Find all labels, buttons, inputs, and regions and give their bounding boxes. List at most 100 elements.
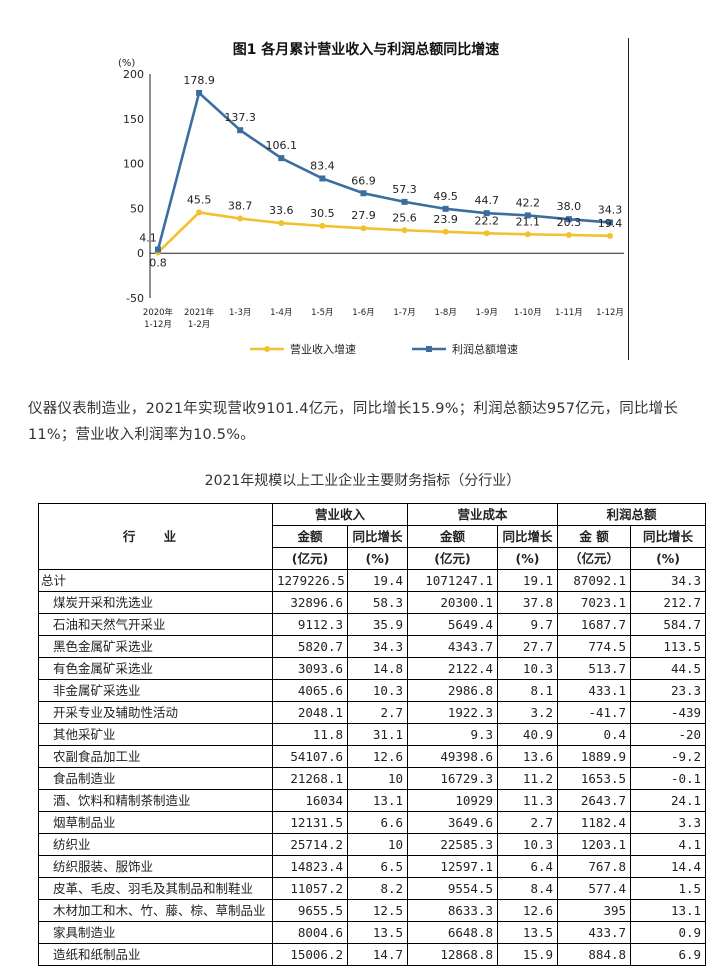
industry-cell: 纺织业 xyxy=(38,833,273,856)
value-cell: -439 xyxy=(630,701,707,724)
value-cell: 24.1 xyxy=(630,789,707,812)
value-cell: 13.1 xyxy=(630,899,707,922)
growth-chart-svg: 图1 各月累计营业收入与利润总额同比增速 (%) -50 0 50 100 150 200 20… xyxy=(118,41,624,356)
unit-header: (%) xyxy=(346,547,409,570)
table-row: 纺织业 25714.2 10 22585.3 10.3 1203.1 4.1 xyxy=(38,833,707,856)
financial-table: 行 业 营业收入 营业成本 利润总额 金额 同比增长 金额 同比增长 金 额 同… xyxy=(38,503,707,966)
value-cell: 8.4 xyxy=(497,877,559,900)
value-cell: 6.9 xyxy=(630,943,707,966)
series-line-0 xyxy=(157,211,611,254)
value-cell: 433.1 xyxy=(557,679,632,702)
data-label-profit: 42.2 xyxy=(516,196,541,209)
value-cell: 2122.4 xyxy=(407,657,499,680)
chart-title: 图1 各月累计营业收入与利润总额同比增速 xyxy=(233,41,500,58)
series-point-revenue xyxy=(565,232,572,239)
value-cell: 3649.6 xyxy=(407,811,499,834)
value-cell: 37.8 xyxy=(497,591,559,614)
unit-header: (亿元) xyxy=(272,547,348,570)
value-cell: 4343.7 xyxy=(407,635,499,658)
value-cell: 11.2 xyxy=(497,767,559,790)
industry-cell: 木材加工和木、竹、藤、棕、草制品业 xyxy=(38,899,273,922)
data-label-profit: 34.3 xyxy=(598,203,623,216)
value-cell: 7023.1 xyxy=(557,591,632,614)
value-cell: 2643.7 xyxy=(557,789,632,812)
value-cell: 8.1 xyxy=(497,679,559,702)
value-cell: 40.9 xyxy=(497,723,559,746)
x-tick-label: 1-6月 xyxy=(352,308,374,318)
series-point-profit xyxy=(524,212,531,219)
x-tick-label: 2020年 xyxy=(143,307,174,318)
series-point-profit xyxy=(565,216,572,223)
data-label-revenue: 25.6 xyxy=(392,211,417,224)
data-label-profit: 83.4 xyxy=(310,159,335,172)
table-row: 其他采矿业 11.8 31.1 9.3 40.9 0.4 -20 xyxy=(38,723,707,746)
data-label-revenue: 0.8 xyxy=(149,256,167,269)
value-cell: 14823.4 xyxy=(272,855,348,878)
value-cell: 9554.5 xyxy=(407,877,499,900)
value-cell: 9112.3 xyxy=(272,613,348,636)
value-cell: 19.1 xyxy=(497,569,559,592)
summary-paragraph: 仪器仪表制造业，2021年实现营收9101.4亿元，同比增长15.9%；利润总额… xyxy=(28,401,679,443)
industry-cell: 煤炭开采和洗选业 xyxy=(38,591,273,614)
value-cell: 513.7 xyxy=(557,657,632,680)
sub-header: 金额 xyxy=(272,525,348,548)
data-label-revenue: 20.3 xyxy=(557,216,582,229)
data-label-revenue: 38.7 xyxy=(228,200,253,213)
value-cell: 774.5 xyxy=(557,635,632,658)
value-cell: -9.2 xyxy=(630,745,707,768)
value-cell: 12868.8 xyxy=(407,943,499,966)
value-cell: 10 xyxy=(346,767,409,790)
revenue-header: 营业收入 xyxy=(271,503,409,526)
table-header-row-groups: 行 业 营业收入 营业成本 利润总额 xyxy=(38,503,707,570)
value-cell: 19.4 xyxy=(346,569,409,592)
y-tick-label: -50 xyxy=(126,292,144,305)
value-cell: 8633.3 xyxy=(407,899,499,922)
value-cell: 4065.6 xyxy=(272,679,348,702)
value-cell: 25714.2 xyxy=(272,833,348,856)
y-tick-label: 50 xyxy=(130,202,144,215)
value-cell: 2.7 xyxy=(346,701,409,724)
value-cell: 1203.1 xyxy=(557,833,632,856)
value-cell: 12131.5 xyxy=(272,811,348,834)
x-tick-label: 1-8月 xyxy=(434,308,456,318)
value-cell: 22585.3 xyxy=(407,833,499,856)
industry-header: 行 业 xyxy=(38,503,273,570)
series-point-profit xyxy=(196,89,203,96)
value-cell: 212.7 xyxy=(630,591,707,614)
industry-cell: 酒、饮料和精制茶制造业 xyxy=(38,789,273,812)
value-cell: 16034 xyxy=(272,789,348,812)
value-cell: 6.4 xyxy=(497,855,559,878)
industry-cell: 烟草制品业 xyxy=(38,811,273,834)
x-tick-label: 1-11月 xyxy=(555,308,583,318)
value-cell: 12.6 xyxy=(497,899,559,922)
value-cell: 395 xyxy=(557,899,632,922)
value-cell: 1182.4 xyxy=(557,811,632,834)
series-point-revenue xyxy=(278,220,285,227)
value-cell: 577.4 xyxy=(557,877,632,900)
industry-cell: 开采专业及辅助性活动 xyxy=(38,701,273,724)
x-tick-label: 2021年 xyxy=(184,307,215,318)
x-tick-label: 1-12月 xyxy=(144,320,172,330)
series-point-profit xyxy=(155,246,161,253)
series-point-profit xyxy=(483,210,490,217)
sub-header: 金额 xyxy=(407,525,499,548)
value-cell: -0.1 xyxy=(630,767,707,790)
value-cell: 433.7 xyxy=(557,921,632,944)
value-cell: 6.6 xyxy=(346,811,409,834)
value-cell: 9.7 xyxy=(497,613,559,636)
table-row: 纺织服装、服饰业 14823.4 6.5 12597.1 6.4 767.8 14.4 xyxy=(38,855,707,878)
value-cell: 10.3 xyxy=(497,657,559,680)
table-row: 造纸和纸制品业 15006.2 14.7 12868.8 15.9 884.8 6.9 xyxy=(38,943,707,966)
y-tick-label: 0 xyxy=(137,247,144,260)
series-point-profit xyxy=(319,175,326,182)
data-label-revenue: 22.2 xyxy=(474,214,499,227)
value-cell: 3.2 xyxy=(497,701,559,724)
value-cell: 9655.5 xyxy=(272,899,348,922)
industry-cell: 其他采矿业 xyxy=(38,723,273,746)
table-row: 酒、饮料和精制茶制造业 16034 13.1 10929 11.3 2643.7 24.1 xyxy=(38,789,707,812)
value-cell: -41.7 xyxy=(557,701,632,724)
value-cell: 14.4 xyxy=(630,855,707,878)
value-cell: 23.3 xyxy=(630,679,707,702)
value-cell: 2.7 xyxy=(497,811,559,834)
data-label-profit: 106.1 xyxy=(266,139,298,152)
